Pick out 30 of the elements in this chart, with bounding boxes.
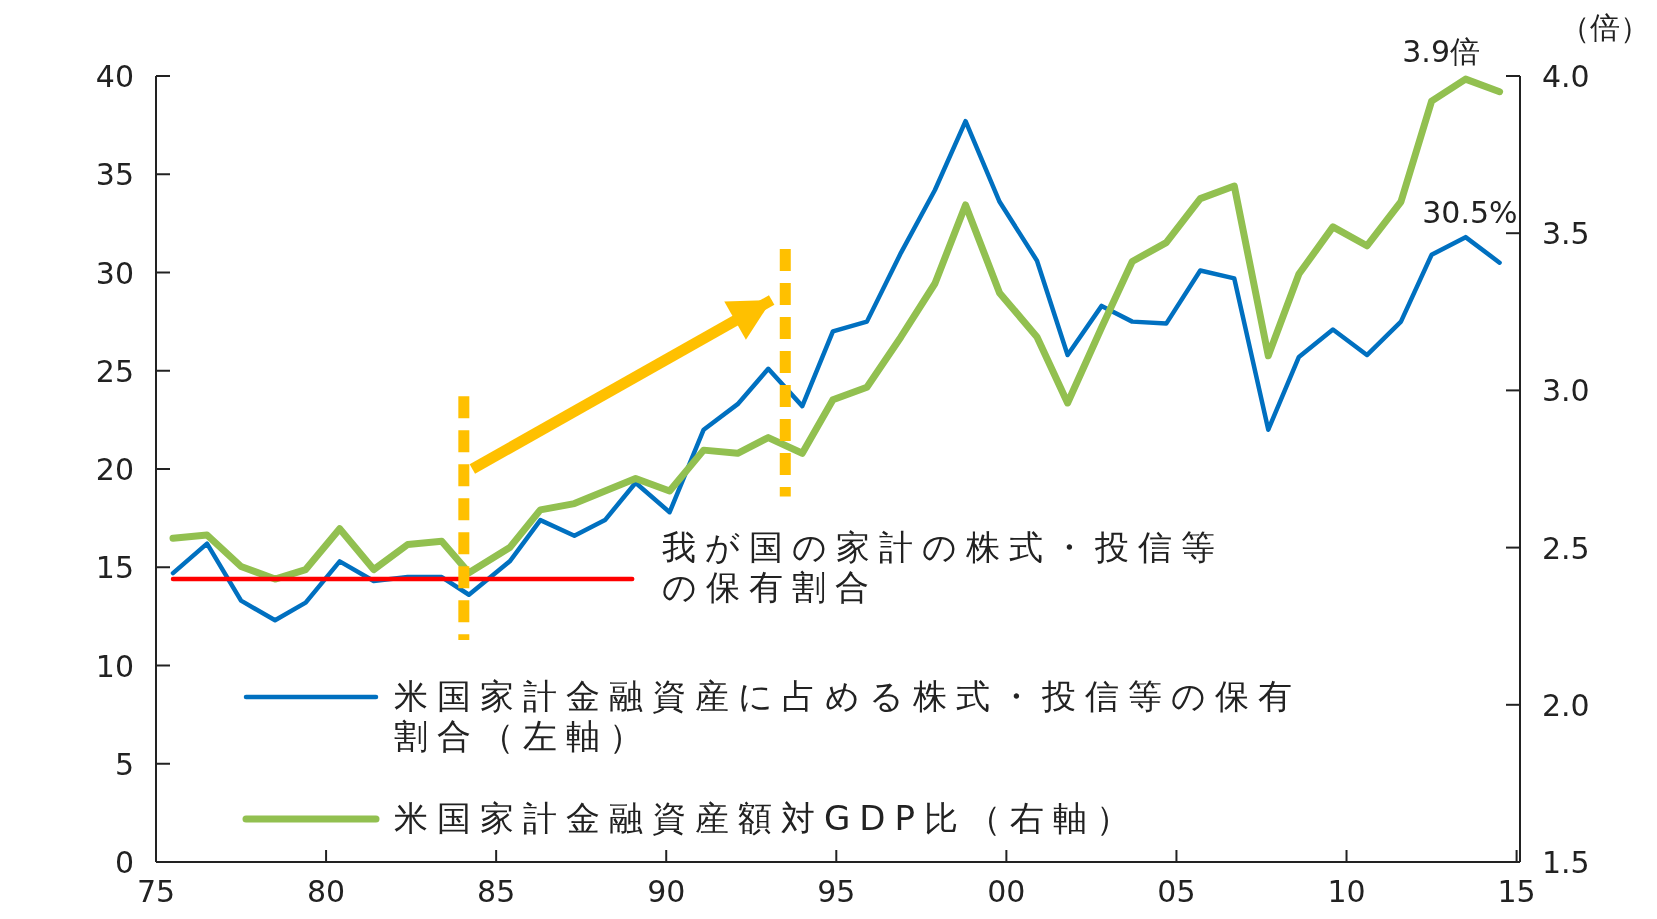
y-tick-label: 15: [95, 550, 134, 586]
y-tick-label: 10: [95, 648, 134, 684]
y-tick-label: 30: [95, 255, 134, 291]
annotation: 30.5%: [1422, 194, 1518, 230]
legend-label: 米国家計金融資産額対GDP比（右軸）: [394, 798, 1140, 838]
x-tick-label: 15: [1497, 874, 1536, 909]
y2-axis-title: （倍）: [1560, 10, 1650, 45]
legend-label: 米国家計金融資産に占める株式・投信等の保有割合（左軸）: [394, 676, 1301, 756]
x-tick-label: 00: [987, 874, 1026, 909]
x-tick-label: 90: [647, 874, 686, 909]
x-tick-label: 80: [306, 874, 346, 909]
y2-tick-label: 1.5: [1542, 845, 1590, 880]
y-tick-label: 0: [114, 845, 134, 880]
y2-tick-label: 3.0: [1542, 373, 1590, 409]
x-tick-label: 75: [136, 874, 176, 909]
y2-tick-label: 2.0: [1542, 687, 1590, 723]
x-tick-label: 10: [1327, 874, 1366, 909]
x-tick-label: 95: [817, 874, 856, 909]
annotation: 3.9倍: [1402, 34, 1480, 69]
y-tick-label: 35: [95, 157, 134, 193]
x-tick-label: 05: [1157, 874, 1196, 909]
y2-tick-label: 4.0: [1542, 59, 1590, 94]
annotation: 我が国の家計の株式・投信等の保有割合: [662, 527, 1225, 608]
y-tick-label: 40: [95, 59, 134, 94]
x-tick-label: 85: [477, 874, 516, 909]
y2-tick-label: 3.5: [1542, 216, 1590, 252]
y-tick-label: 5: [114, 746, 134, 782]
y-tick-label: 20: [95, 452, 134, 487]
y-tick-label: 25: [95, 353, 134, 389]
y2-tick-label: 2.5: [1542, 530, 1590, 566]
